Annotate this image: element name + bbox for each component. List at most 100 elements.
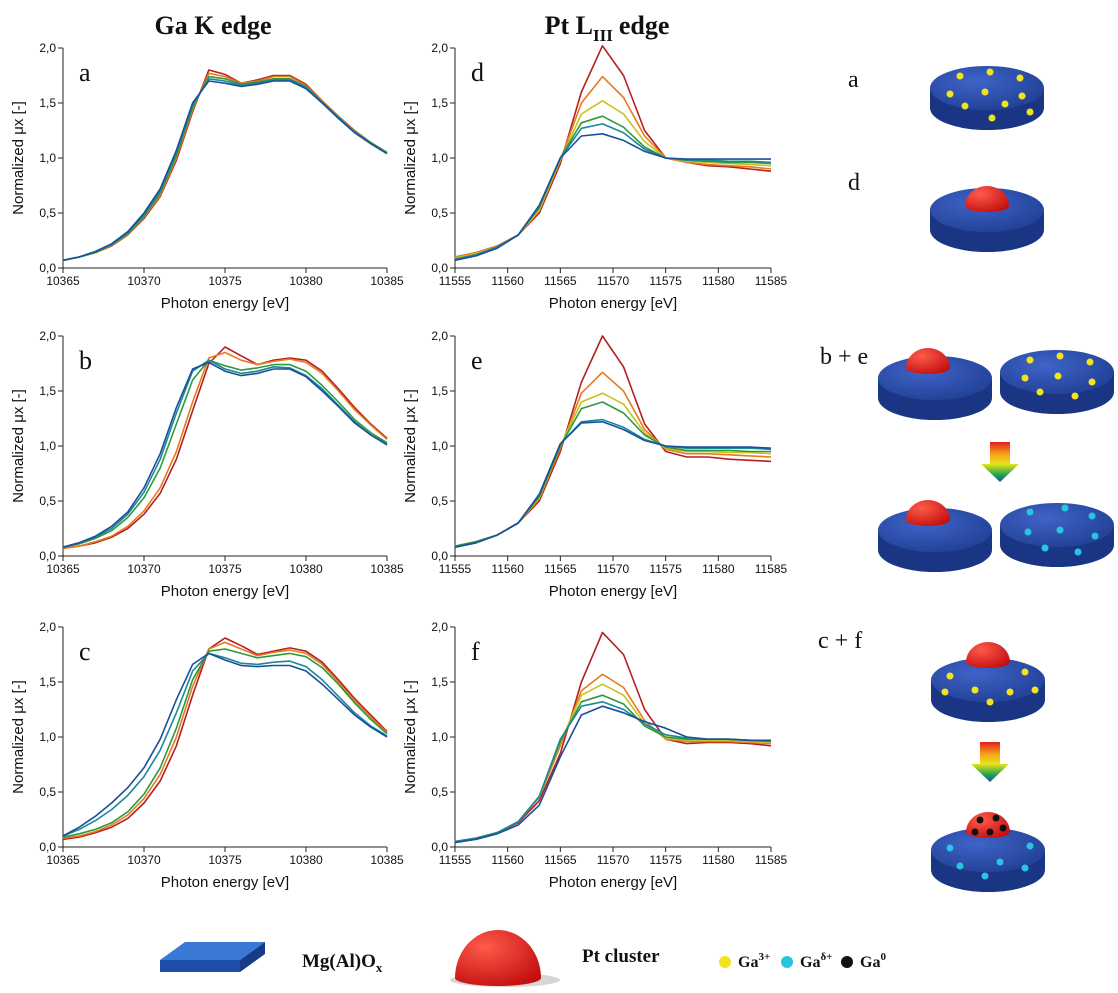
dot: [1002, 101, 1009, 108]
x-tick-label: 10370: [127, 274, 161, 288]
dot: [1062, 505, 1069, 512]
dome: [966, 642, 1010, 668]
dot: [972, 829, 979, 836]
y-tick-label: 0,0: [431, 261, 448, 275]
dot: [987, 69, 994, 76]
panel-label: b: [79, 346, 92, 375]
y-tick-label: 0,5: [39, 206, 56, 220]
panel-label: e: [471, 346, 483, 375]
x-tick-label: 11560: [491, 562, 524, 576]
legend-label: Mg(Al)Ox: [302, 951, 383, 975]
y-tick-label: 2,0: [431, 329, 448, 343]
legend-label: Ga0: [860, 951, 886, 971]
y-tick-label: 2,0: [431, 620, 448, 634]
series-line: [63, 77, 387, 261]
y-tick-label: 1,0: [39, 730, 56, 744]
x-tick-label: 11580: [702, 274, 735, 288]
series-line: [455, 336, 771, 546]
dot: [1055, 373, 1062, 380]
dot: [987, 829, 994, 836]
column-header: Ga K edge: [155, 11, 272, 40]
legend-dot: [719, 956, 731, 968]
y-tick-label: 0,0: [431, 840, 448, 854]
disc: [1000, 350, 1114, 414]
dot: [987, 699, 994, 706]
dot: [997, 859, 1004, 866]
dot: [1027, 109, 1034, 116]
chart-panel: 0,00,51,01,52,01036510370103751038010385…: [10, 41, 404, 312]
x-tick-label: 10365: [46, 853, 80, 867]
legend-superscript: 3+: [758, 951, 770, 963]
y-tick-label: 1,0: [431, 151, 448, 165]
x-tick-label: 11575: [649, 274, 682, 288]
dot: [1019, 93, 1026, 100]
legend-label: Ga3+: [738, 951, 770, 971]
dot: [972, 687, 979, 694]
y-tick-label: 2,0: [39, 329, 56, 343]
y-tick-label: 1,5: [39, 96, 56, 110]
legend-text: Ga: [738, 954, 758, 971]
x-tick-label: 11580: [702, 562, 735, 576]
dot: [993, 815, 1000, 822]
x-tick-label: 11555: [439, 274, 472, 288]
y-tick-label: 0,5: [431, 494, 448, 508]
figure: Ga K edge Pt LIIIedge 0,0 0,5 1,0 1,5 2,0 103…: [0, 0, 1118, 993]
slab-front: [160, 960, 240, 972]
y-tick-label: 1,0: [431, 730, 448, 744]
legend-text: Mg(Al)O: [302, 951, 376, 972]
series-line: [455, 101, 771, 258]
series-line: [455, 46, 771, 257]
y-tick-label: 1,0: [39, 151, 56, 165]
scheme-label: b + e: [820, 344, 868, 370]
y-tick-label: 2,0: [39, 620, 56, 634]
series-line: [455, 420, 771, 548]
dot: [1022, 669, 1029, 676]
scheme-label: c + f: [818, 628, 862, 654]
y-tick-label: 2,0: [431, 41, 448, 55]
series-line: [455, 134, 771, 260]
dot: [957, 863, 964, 870]
dot: [1027, 509, 1034, 516]
x-tick-label: 10370: [127, 562, 161, 576]
dot: [1037, 389, 1044, 396]
x-tick-label: 10385: [370, 853, 404, 867]
y-tick-label: 0,5: [431, 785, 448, 799]
series-line: [63, 353, 387, 549]
dot: [1022, 865, 1029, 872]
y-tick-label: 0,0: [39, 549, 56, 563]
y-tick-label: 1,5: [39, 384, 56, 398]
scheme-label: a: [848, 67, 859, 93]
series-line: [455, 422, 771, 547]
dot: [1087, 359, 1094, 366]
x-tick-label: 11555: [439, 853, 472, 867]
y-tick-label: 0,0: [39, 261, 56, 275]
series-line: [455, 695, 771, 841]
x-tick-label: 11570: [597, 274, 630, 288]
panel-label: a: [79, 58, 91, 87]
x-axis-label: Photon energy [eV]: [161, 583, 289, 600]
x-tick-label: 10380: [289, 562, 323, 576]
dome: [906, 348, 950, 374]
x-axis-label: Photon energy [eV]: [549, 295, 677, 312]
dot: [1032, 687, 1039, 694]
series-line: [63, 347, 387, 548]
dot: [1027, 357, 1034, 364]
dot: [1007, 689, 1014, 696]
dot: [1057, 527, 1064, 534]
dot: [1022, 375, 1029, 382]
legend-text: Ga: [860, 954, 880, 971]
x-tick-label: 10370: [127, 853, 161, 867]
y-tick-label: 1,0: [431, 439, 448, 453]
dot: [947, 91, 954, 98]
y-tick-label: 1,5: [431, 675, 448, 689]
x-tick-label: 11570: [597, 853, 630, 867]
y-axis-label: Normalized μx [-]: [402, 389, 419, 503]
dot: [947, 673, 954, 680]
x-tick-label: 10380: [289, 853, 323, 867]
dot: [1092, 533, 1099, 540]
y-tick-label: 0,5: [431, 206, 448, 220]
series-line: [63, 81, 387, 260]
x-axis-label: Photon energy [eV]: [549, 874, 677, 891]
